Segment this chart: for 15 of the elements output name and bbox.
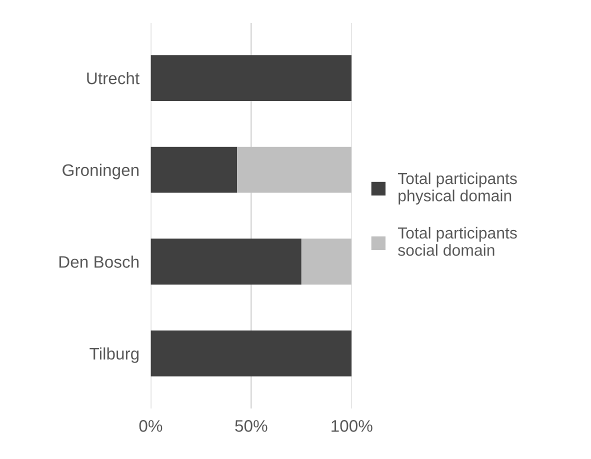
x-tick-label: 100% — [332, 420, 372, 432]
x-tick-label: 0% — [139, 420, 162, 432]
y-tick-label: Tilburg — [90, 347, 139, 363]
y-tick-label: Utrecht — [87, 72, 140, 84]
y-tick-label: Den Bosch — [59, 256, 139, 268]
bar — [150, 146, 238, 193]
legend-label: Total participants social domain — [398, 226, 517, 256]
bar — [150, 55, 352, 101]
y-tick-label: Groningen — [62, 164, 139, 180]
bar — [150, 330, 352, 376]
bar — [237, 146, 352, 193]
bar — [301, 238, 352, 285]
bar — [150, 238, 302, 285]
legend-label: Total participants physical domain — [398, 172, 517, 205]
x-tick-label: 50% — [235, 420, 268, 432]
